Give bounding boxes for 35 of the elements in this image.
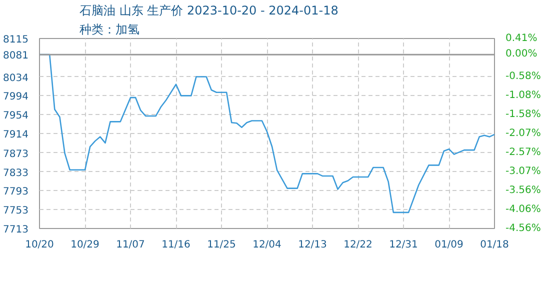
x-tick-label: 01/09 [434, 240, 464, 250]
x-tick-label: 11/07 [116, 240, 145, 250]
y-tick-label: 7873 [3, 148, 29, 160]
x-tick-label: 11/16 [162, 240, 190, 250]
chart-title: 石脑油 山东 生产价 2023-10-20 - 2024-01-18 [80, 4, 338, 18]
y-tick-label: 7994 [3, 92, 29, 103]
y2-tick-label: -4.06% [506, 204, 541, 215]
x-tick-label: 12/13 [298, 240, 327, 250]
y-tick-label: 8081 [3, 50, 29, 62]
x-tick-label: 12/22 [344, 240, 372, 250]
y2-tick-label: 0.41% [506, 33, 538, 44]
y-tick-label: 8115 [3, 34, 29, 46]
y2-tick-label: -2.57% [506, 146, 541, 158]
x-tick-label: 12/31 [389, 240, 418, 250]
chart-subtitle: 种类：加氢 [80, 22, 140, 36]
y2-tick-label: -0.58% [506, 70, 541, 82]
x-tick-label: 11/25 [207, 240, 236, 250]
y2-tick-label: -2.07% [506, 128, 541, 139]
x-tick-label: 12/04 [252, 240, 282, 250]
y2-tick-label: -3.56% [506, 184, 541, 196]
y2-tick-label: -1.08% [506, 90, 541, 101]
x-tick-label: 10/20 [25, 240, 54, 250]
y-tick-label: 7914 [3, 130, 29, 140]
y-tick-label: 7954 [3, 110, 29, 122]
x-tick-label: 10/29 [70, 240, 100, 250]
y2-tick-label: -1.58% [506, 109, 541, 120]
y-tick-label: 7833 [3, 168, 29, 179]
y-tick-label: 7753 [3, 206, 29, 217]
y-tick-label: 8034 [3, 72, 29, 84]
y2-tick-label: 0.00% [506, 48, 538, 60]
y-tick-label: 7793 [3, 186, 29, 198]
x-tick-label: 01/18 [480, 240, 509, 250]
y2-tick-label: -3.07% [506, 166, 541, 178]
y-tick-label: 7713 [3, 224, 29, 236]
y2-tick-label: -4.56% [506, 223, 541, 234]
